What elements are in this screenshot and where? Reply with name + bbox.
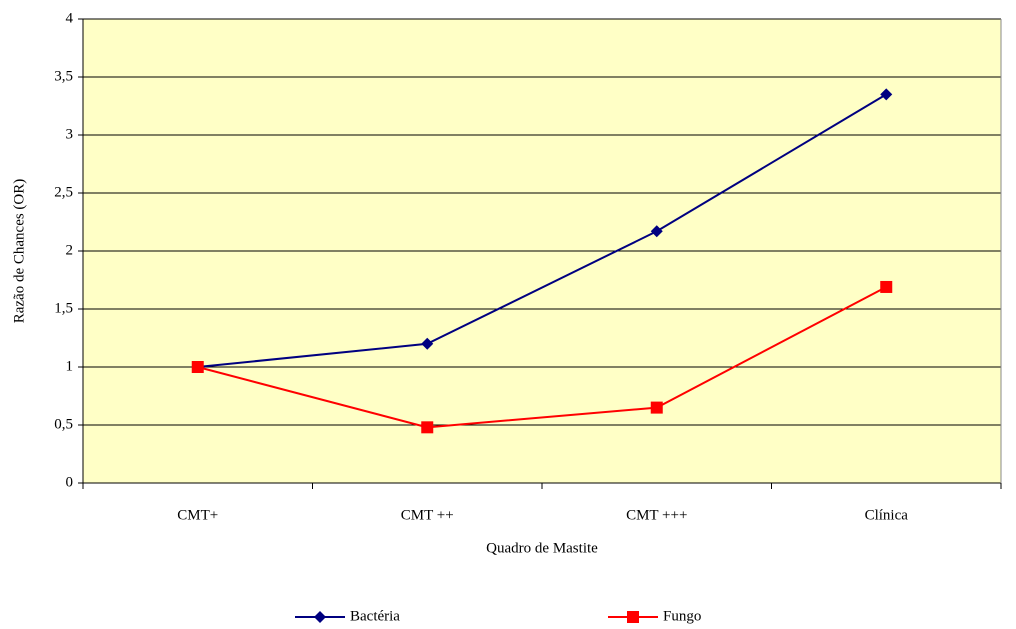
y-tick-label: 3,5 [54, 68, 73, 84]
data-point [650, 401, 663, 414]
y-tick-label: 1 [66, 358, 74, 374]
legend-marker [314, 611, 326, 623]
y-axis-label: Razão de Chances (OR) [11, 179, 27, 324]
y-tick-label: 0,5 [54, 416, 73, 432]
x-tick-label: CMT+ [177, 507, 218, 523]
data-point [880, 280, 893, 293]
x-tick-label: CMT ++ [401, 507, 454, 523]
series-line [197, 93, 887, 368]
legend-marker [627, 611, 639, 623]
data-point [421, 421, 434, 434]
y-tick-label: 2 [66, 242, 74, 258]
y-tick-label: 0 [66, 474, 74, 490]
data-point [191, 361, 204, 373]
y-tick-label: 2,5 [54, 184, 73, 200]
y-tick-label: 3 [66, 126, 74, 142]
data-point [650, 225, 663, 238]
data-point [421, 337, 434, 350]
x-axis-label: Quadro de Mastite [486, 540, 598, 556]
y-tick-label: 1,5 [54, 300, 73, 316]
y-tick-label: 4 [66, 10, 74, 26]
legend-label: Bactéria [350, 608, 400, 624]
x-tick-label: Clínica [865, 507, 909, 523]
legend-label: Fungo [663, 608, 701, 624]
data-point [880, 88, 893, 101]
x-tick-label: CMT +++ [626, 507, 687, 523]
series-line [197, 286, 887, 429]
